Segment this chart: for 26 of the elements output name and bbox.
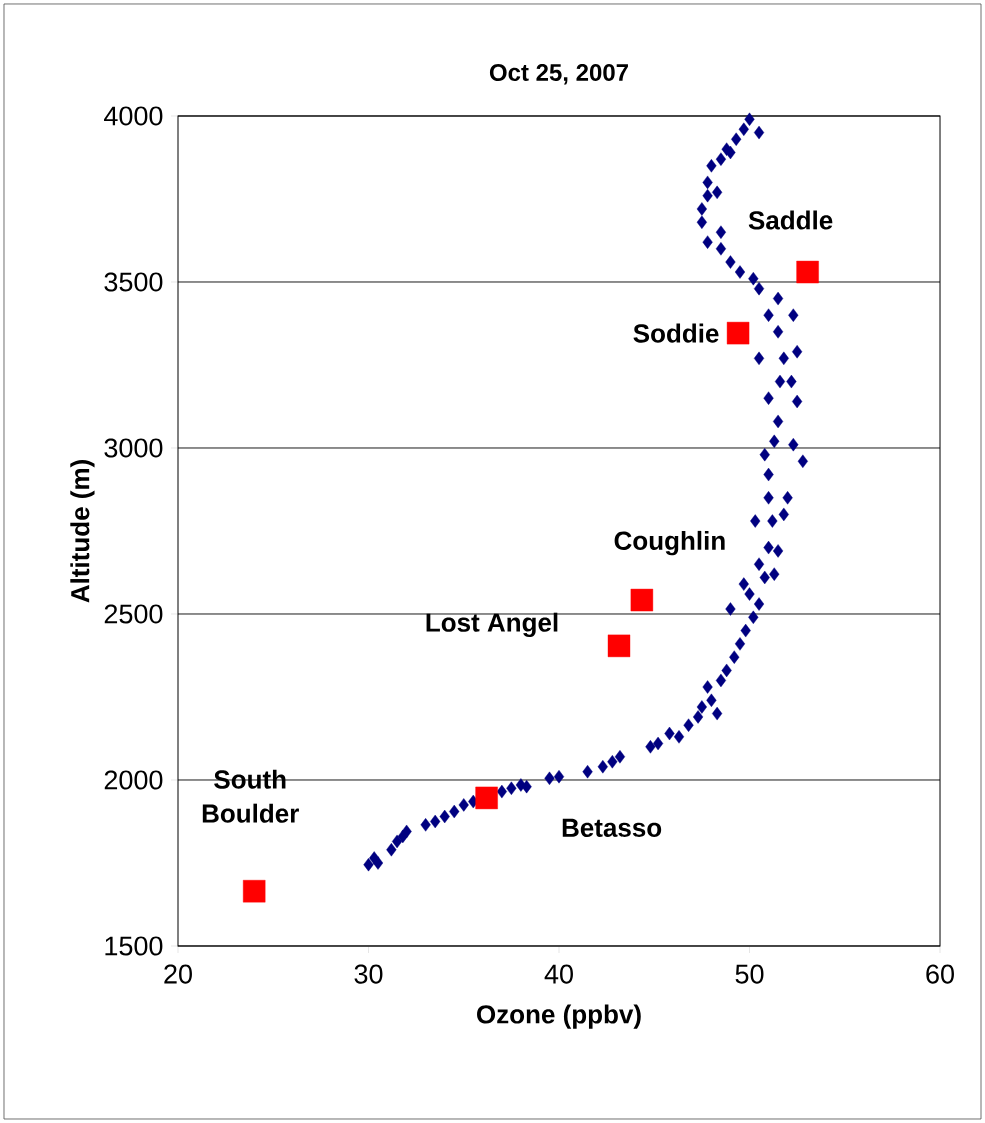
x-tick-label: 50: [735, 964, 764, 984]
y-tick-label: 4000: [104, 106, 163, 126]
point: [796, 260, 819, 284]
x-axis-title: Ozone (ppbv): [477, 1004, 641, 1029]
y-axis-title: Altitude (m): [70, 460, 95, 603]
annotation: Soddie: [633, 323, 719, 343]
point: [726, 321, 750, 345]
point: [630, 588, 654, 612]
annotation: Saddle: [748, 210, 833, 230]
y-tick-label: 2500: [104, 604, 163, 624]
annotation: Coughlin: [614, 530, 725, 556]
x-tick-label: 20: [164, 964, 192, 984]
y-tick-label: 3500: [104, 272, 163, 292]
x-tick-label: 60: [926, 964, 954, 984]
annotation: Lost Angel: [426, 612, 558, 638]
annotation: Betasso: [562, 818, 662, 837]
y-tick-label: 2000: [104, 770, 163, 790]
point: [243, 880, 266, 903]
point: [607, 634, 631, 658]
annotation: South Boulder: [202, 769, 299, 823]
y-tick-label: 3000: [104, 438, 163, 458]
x-tick-label: 40: [544, 964, 573, 984]
x-tick-label: 30: [354, 964, 383, 984]
point: [475, 786, 498, 810]
chart-title: Oct 25, 2007: [489, 63, 628, 85]
y-tick-label: 1500: [105, 936, 163, 956]
